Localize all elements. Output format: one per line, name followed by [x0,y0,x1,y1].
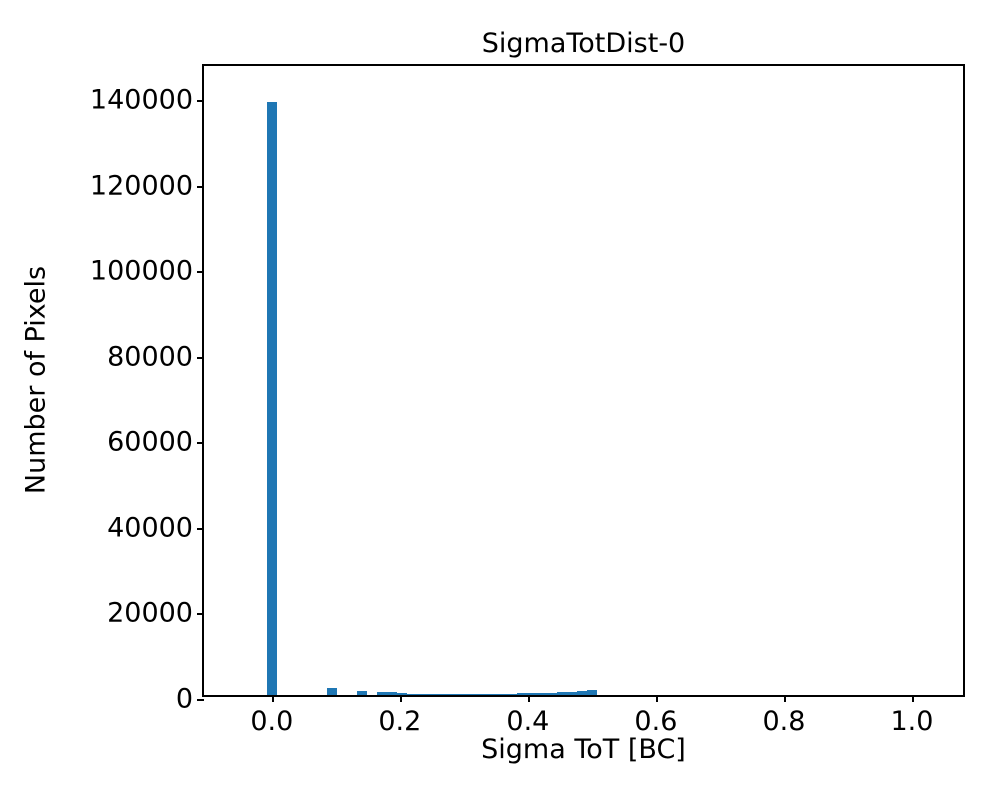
x-tick-label: 0.8 [762,706,806,737]
bar [466,693,477,695]
plot-area: 0 20000 40000 60000 80000 100000 120000 140000 … [90,64,965,737]
y-tick-mark [197,356,204,359]
bar [416,693,427,695]
x-tick-mark [271,695,274,702]
x-tick-label: 0.4 [506,706,550,737]
bar [586,690,597,695]
bar [396,693,407,695]
bar [476,693,487,695]
x-tick-label: 0.2 [378,706,422,737]
x-axis-label: Sigma ToT [BC] [481,734,686,765]
x-tick-label: 0.6 [634,706,678,737]
bar [556,692,567,695]
bar [536,692,547,695]
x-tick-mark [911,695,914,702]
y-tick-label: 100000 [89,255,193,287]
x-tick-mark [527,695,530,702]
bar [496,693,507,695]
y-tick-mark [197,442,204,445]
bar [506,693,517,695]
y-tick-mark [197,613,204,616]
y-tick-label: 120000 [89,170,193,202]
bar [436,693,447,695]
page-title: SigmaTotDist-0 [481,28,686,59]
y-tick-mark [197,185,204,188]
x-tick-label: 0.0 [250,706,294,737]
y-tick-mark [197,699,204,701]
y-tick-mark [197,527,204,530]
bar [516,693,527,695]
bar [486,693,497,695]
bar [566,691,577,695]
bars-layer [204,66,963,695]
y-tick-label: 80000 [107,341,193,373]
x-tick-mark [399,695,402,702]
y-tick-mark [197,271,204,274]
bar [406,693,417,695]
bar [446,693,457,695]
y-axis-label: Number of Pixels [20,265,52,495]
bar [426,693,437,695]
y-tick-label: 60000 [107,426,193,458]
x-tick-mark [783,695,786,702]
y-tick-label: 0 [175,683,193,715]
bar [356,691,367,695]
bar [326,687,337,695]
y-tick-label: 40000 [107,512,193,544]
bar [386,692,397,695]
bar [546,692,557,695]
bar [526,693,537,695]
bar [266,101,277,695]
y-tick-label: 20000 [107,597,193,629]
y-tick-label: 140000 [89,84,193,116]
bar [576,691,587,695]
bar [456,694,467,695]
y-tick-mark [197,100,204,103]
x-tick-label: 1.0 [890,706,934,737]
bar [376,692,387,695]
x-tick-mark [655,695,658,702]
